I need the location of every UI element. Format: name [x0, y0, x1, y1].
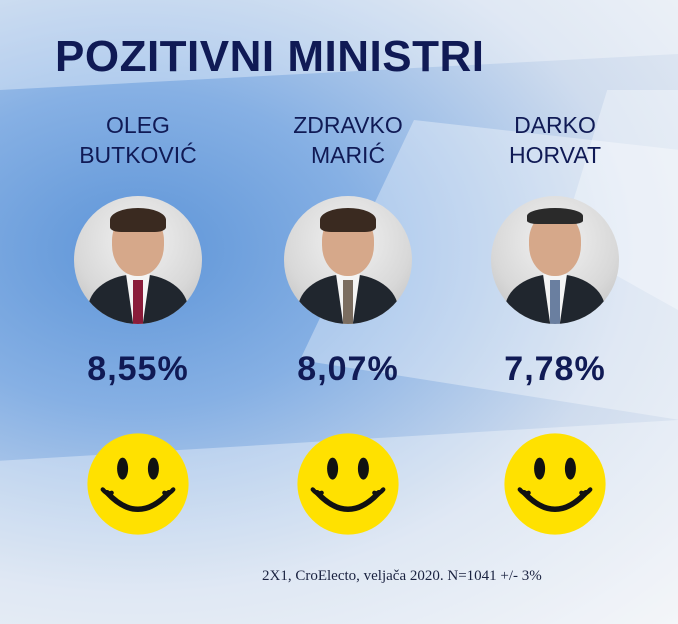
minister-photo [284, 196, 412, 324]
minister-name: OLEG BUTKOVIĆ [38, 110, 238, 172]
approval-percent: 7,78% [504, 350, 606, 388]
minister-photo [74, 196, 202, 324]
minister-first-name: ZDRAVKO [293, 112, 403, 138]
minister-last-name: MARIĆ [310, 142, 386, 168]
minister-name: ZDRAVKO MARIĆ [248, 110, 448, 172]
approval-percent: 8,55% [87, 350, 189, 388]
minister-card: DARKO HORVAT 7,78% [455, 110, 655, 539]
minister-card: ZDRAVKO MARIĆ 8,07% [248, 110, 448, 539]
smiley-face-icon [500, 429, 610, 539]
minister-name: DARKO HORVAT [455, 110, 655, 172]
minister-card: OLEG BUTKOVIĆ 8,55% [38, 110, 238, 539]
source-note: 2X1, CroElecto, veljača 2020. N=1041 +/-… [262, 568, 542, 584]
page-title: POZITIVNI MINISTRI [55, 32, 485, 81]
tie [343, 280, 353, 324]
minister-photo [491, 196, 619, 324]
minister-last-name: HORVAT [508, 142, 601, 168]
tie [550, 280, 560, 324]
minister-last-name: BUTKOVIĆ [79, 142, 197, 168]
smiley-face-icon [293, 429, 403, 539]
tie [133, 280, 143, 324]
approval-percent: 8,07% [297, 350, 399, 388]
minister-first-name: DARKO [514, 112, 596, 138]
smiley-face-icon [83, 429, 193, 539]
minister-first-name: OLEG [106, 112, 170, 138]
